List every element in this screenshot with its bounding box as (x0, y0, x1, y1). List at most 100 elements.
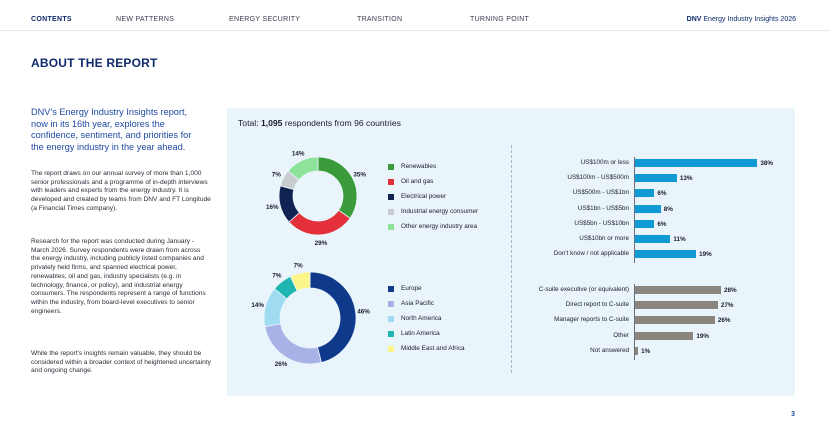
nav-energy-security[interactable]: ENERGY SECURITY (229, 16, 301, 23)
bar-1-value-1: 13% (679, 175, 693, 183)
donut-1-slice-0 (317, 156, 358, 219)
bar-2-bar-3 (635, 331, 694, 340)
legend-2-swatch-0 (388, 285, 394, 292)
donut-1-slice-4 (287, 156, 319, 181)
legend-2-swatch-1 (388, 300, 394, 307)
legend-2-item-2: North America (388, 315, 442, 322)
legend-1-item-4: Other energy industry area (388, 223, 477, 230)
bar-2-bar-2 (635, 316, 715, 325)
legend-1-swatch-4 (388, 223, 394, 230)
donut-2-label-3: 7% (272, 273, 282, 280)
bar-2-category-0: C-suite executive (or equivalent) (538, 286, 629, 293)
panel-title-suffix: respondents from 96 countries (282, 118, 401, 128)
bar-1-bar-1 (635, 174, 677, 183)
donut-2-label-2: 14% (251, 302, 264, 309)
legend-2-label-3: Latin America (401, 330, 440, 337)
donut-2-label-4: 7% (294, 263, 304, 270)
bar-2-value-0: 28% (723, 287, 737, 294)
legend-2-item-4: Middle East and Africa (388, 345, 465, 352)
bar-2-value-3: 19% (696, 332, 709, 340)
bar-1-bar-6 (635, 250, 697, 259)
donut-2-slice-4 (289, 271, 311, 292)
nav-contents[interactable]: CONTENTS (31, 16, 72, 23)
bar-1-value-4: 6% (657, 220, 667, 228)
panel-title: Total: 1,095 respondents from 96 countri… (238, 118, 401, 128)
bar-2-value-2: 26% (717, 317, 731, 325)
bar-2-bar-1 (635, 301, 718, 310)
body-paragraph-2: Research for the report was conducted du… (31, 238, 206, 315)
bar-2-axis (634, 284, 635, 360)
donut-2-label-0: 46% (357, 308, 370, 315)
donut-1-label-3: 7% (272, 171, 282, 178)
bar-1-bar-2 (635, 189, 655, 198)
body-paragraph-1: The report draws on our annual survey of… (31, 170, 211, 212)
panel-title-total: 1,095 (260, 118, 283, 128)
bar-1-value-0: 38% (760, 160, 773, 167)
bar-2-value-4: 1% (641, 347, 651, 355)
nav-turning-point[interactable]: TURNING POINT (470, 16, 530, 23)
bar-1-category-6: Don’t know / not applicable (553, 250, 629, 258)
legend-1-swatch-0 (388, 163, 394, 170)
legend-1-label-0: Renewables (401, 163, 437, 170)
bar-2-category-3: Other (613, 331, 629, 339)
bar-1-category-0: US$100m or less (580, 159, 629, 166)
panel-divider (511, 145, 512, 373)
legend-2-swatch-2 (388, 315, 394, 322)
bar-2-bar-0 (635, 286, 721, 294)
legend-1-swatch-2 (388, 193, 394, 200)
legend-2-item-0: Europe (388, 285, 422, 292)
legend-1-swatch-1 (388, 178, 394, 185)
legend-2-item-1: Asia Pacific (388, 300, 434, 307)
page-title: ABOUT THE REPORT (31, 56, 158, 70)
brand-name: DNV (686, 16, 702, 23)
report-brand: DNV Energy Industry Insights 2026 (687, 16, 796, 23)
bar-1-value-5: 11% (673, 236, 686, 243)
legend-2-swatch-4 (388, 345, 394, 352)
donut-1-label-4: 14% (292, 151, 305, 158)
panel-title-prefix: Total: (238, 118, 261, 128)
bar-1-category-5: US$10bn or more (579, 235, 629, 242)
page-number: 3 (791, 411, 795, 418)
body-paragraph-3: While the report’s insights remain valua… (31, 350, 211, 375)
bar-1-category-4: US$5bn - US$10bn (574, 219, 629, 227)
bar-1-value-2: 6% (657, 190, 667, 198)
bar-1-category-2: US$500m - US$1bn (572, 189, 629, 197)
legend-1-item-1: Oil and gas (388, 178, 433, 185)
donut-charts: 35% 29% 16% 7% 14% 46% 26% 14% 7% 7% (251, 151, 370, 368)
legend-1-item-2: Electrical power (388, 193, 446, 200)
legend-2-swatch-3 (388, 330, 394, 337)
nav-transition[interactable]: TRANSITION (357, 16, 403, 23)
lead-paragraph: DNV’s Energy Industry Insights report, n… (31, 107, 192, 152)
legend-1-label-3: Industrial energy consumer (401, 208, 479, 215)
bar-2-category-2: Manager reports to C-suite (554, 316, 629, 324)
legend-1-label-1: Oil and gas (401, 178, 434, 185)
bar-1-bar-4 (635, 219, 655, 228)
bar-1-bar-5 (635, 235, 671, 243)
donut-1-label-1: 29% (315, 240, 328, 247)
bar-2-value-1: 27% (720, 302, 734, 310)
bar-1-category-1: US$100m - US$500m (567, 174, 629, 182)
bar-2-category-4: Not answered (590, 346, 629, 354)
legend-1-label-2: Electrical power (401, 193, 447, 200)
donut-2-slice-1 (264, 323, 322, 365)
bar-1-bar-3 (635, 204, 661, 213)
donut-1-label-0: 35% (353, 171, 366, 178)
legend-1-label-4: Other energy industry area (401, 223, 478, 230)
legend-1-swatch-3 (388, 208, 394, 215)
bar-2-category-1: Direct report to C-suite (565, 301, 629, 309)
legend-2-label-2: North America (401, 315, 442, 322)
legend-2-item-3: Latin America (388, 330, 440, 337)
donut-1-label-2: 16% (266, 204, 279, 211)
legend-2-label-1: Asia Pacific (401, 300, 435, 307)
legend-1-item-3: Industrial energy consumer (388, 208, 478, 215)
donut-2-label-1: 26% (275, 361, 288, 368)
legend-2-label-4: Middle East and Africa (401, 345, 465, 352)
bar-1-category-3: US$1bn - US$5bn (577, 204, 629, 212)
bar-1-bar-0 (635, 159, 758, 167)
legend-1-item-0: Renewables (388, 163, 436, 170)
bar-1-axis (634, 157, 635, 264)
donut-2-slice-0 (309, 271, 357, 364)
nav-new-patterns[interactable]: NEW PATTERNS (116, 16, 175, 23)
bar-1-value-6: 19% (699, 251, 712, 259)
top-navigation: CONTENTS NEW PATTERNS ENERGY SECURITY TR… (0, 0, 830, 31)
